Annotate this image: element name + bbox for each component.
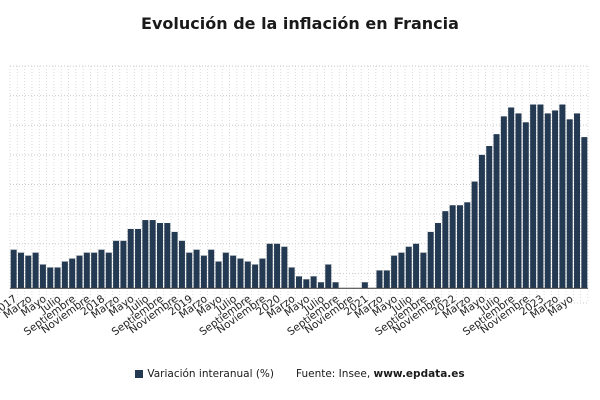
bar[interactable]: [544, 113, 551, 289]
bar[interactable]: [149, 220, 156, 289]
bar[interactable]: [500, 116, 507, 289]
bar[interactable]: [296, 276, 302, 289]
source-site-link[interactable]: www.epdata.es: [373, 368, 465, 380]
bar[interactable]: [552, 110, 559, 289]
bar[interactable]: [522, 122, 529, 289]
bar[interactable]: [464, 202, 471, 289]
bar[interactable]: [471, 181, 478, 289]
bar[interactable]: [69, 258, 76, 289]
bar[interactable]: [303, 279, 310, 289]
bar[interactable]: [413, 243, 420, 289]
bar[interactable]: [420, 252, 427, 289]
source-prefix: Fuente: Insee,: [296, 368, 374, 380]
bar[interactable]: [486, 145, 493, 289]
bar[interactable]: [222, 252, 229, 289]
bar[interactable]: [566, 119, 573, 289]
legend-series-label: Variación interanual (%): [147, 368, 274, 380]
bar[interactable]: [32, 252, 39, 289]
bar[interactable]: [456, 205, 463, 289]
bar[interactable]: [91, 252, 98, 289]
bar[interactable]: [54, 267, 61, 289]
bar[interactable]: [61, 261, 68, 289]
bar[interactable]: [120, 240, 127, 289]
bar[interactable]: [376, 270, 383, 289]
bars-layer: [10, 104, 588, 289]
ticks-layer: 2017MarzoMayoJulioSeptiembreNoviembre201…: [0, 293, 575, 338]
bar[interactable]: [193, 249, 200, 289]
bar[interactable]: [574, 113, 581, 289]
bar[interactable]: [435, 223, 442, 289]
bar[interactable]: [361, 282, 368, 289]
bar[interactable]: [405, 246, 412, 289]
bar[interactable]: [25, 255, 32, 289]
bar[interactable]: [478, 154, 485, 289]
bar[interactable]: [215, 261, 222, 289]
bar[interactable]: [288, 267, 295, 289]
bar[interactable]: [47, 267, 54, 289]
bar[interactable]: [325, 264, 332, 289]
bar[interactable]: [200, 255, 207, 289]
bar[interactable]: [83, 252, 90, 289]
bar[interactable]: [515, 113, 522, 289]
bar[interactable]: [156, 223, 163, 289]
bar[interactable]: [259, 258, 266, 289]
chart-title: Evolución de la inflación en Francia: [141, 14, 459, 33]
bar[interactable]: [208, 249, 215, 289]
bar[interactable]: [559, 104, 566, 289]
bar[interactable]: [391, 255, 398, 289]
bar[interactable]: [310, 276, 317, 289]
bar[interactable]: [442, 211, 449, 289]
bar[interactable]: [98, 249, 105, 289]
bar[interactable]: [186, 252, 193, 289]
bar[interactable]: [398, 252, 405, 289]
bar[interactable]: [142, 220, 149, 289]
bar[interactable]: [281, 246, 288, 289]
bar[interactable]: [178, 240, 185, 289]
bar[interactable]: [113, 240, 120, 289]
bar[interactable]: [252, 264, 259, 289]
grid-layer: [9, 65, 589, 304]
bar[interactable]: [383, 270, 390, 289]
bar[interactable]: [230, 255, 237, 289]
legend-swatch: [135, 370, 144, 378]
bar[interactable]: [76, 255, 83, 289]
bar[interactable]: [449, 205, 456, 289]
bar[interactable]: [237, 258, 244, 289]
bar[interactable]: [508, 107, 515, 289]
bar[interactable]: [266, 243, 273, 289]
bar[interactable]: [171, 231, 178, 289]
bar[interactable]: [274, 243, 281, 289]
bar[interactable]: [10, 249, 17, 289]
bar[interactable]: [427, 231, 434, 289]
bar[interactable]: [537, 104, 544, 289]
bar[interactable]: [530, 104, 537, 289]
bar[interactable]: [244, 261, 251, 289]
bar[interactable]: [127, 228, 134, 289]
bar[interactable]: [105, 252, 112, 289]
bar[interactable]: [317, 282, 324, 289]
bar[interactable]: [39, 264, 46, 289]
bar[interactable]: [581, 137, 588, 289]
bar[interactable]: [332, 282, 339, 289]
bar[interactable]: [135, 228, 142, 289]
bar[interactable]: [17, 252, 24, 289]
legend: Variación interanual (%) Fuente: Insee, w…: [0, 368, 600, 380]
bar[interactable]: [493, 134, 500, 289]
bar[interactable]: [164, 223, 171, 289]
